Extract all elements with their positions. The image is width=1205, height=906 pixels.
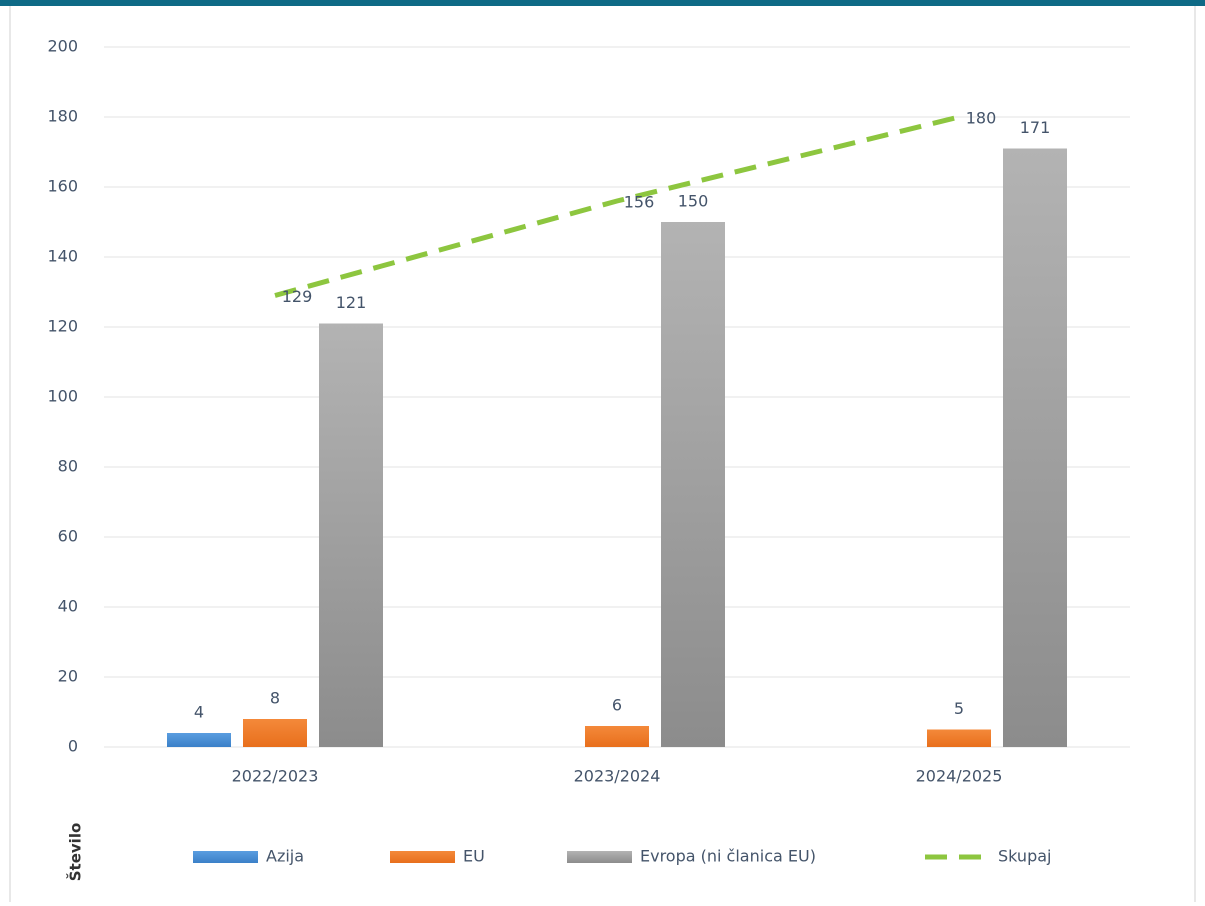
legend-label: Azija: [266, 847, 304, 866]
data-label: 4: [194, 703, 204, 722]
legend-swatch: [193, 851, 258, 863]
y-tick-label: 0: [68, 737, 78, 756]
data-label: 5: [954, 699, 964, 718]
bar: [243, 719, 307, 747]
bar: [319, 323, 383, 747]
bar: [585, 726, 649, 747]
header-bar: [0, 0, 1205, 6]
x-tick-label: 2023/2024: [574, 767, 661, 786]
data-label: 6: [612, 696, 622, 715]
y-tick-label: 180: [47, 107, 78, 126]
data-label: 156: [624, 193, 655, 212]
data-label: 8: [270, 689, 280, 708]
legend-label: EU: [463, 847, 485, 866]
legend-swatch: [567, 851, 632, 863]
legend-label: Skupaj: [998, 847, 1051, 866]
y-tick-label: 20: [58, 667, 78, 686]
bar: [927, 729, 991, 747]
data-label: 171: [1020, 118, 1051, 137]
data-label: 180: [966, 109, 997, 128]
y-tick-label: 100: [47, 387, 78, 406]
bar: [1003, 148, 1067, 747]
y-tick-label: 200: [47, 37, 78, 56]
y-tick-label: 60: [58, 527, 78, 546]
legend-label: Evropa (ni članica EU): [640, 847, 816, 866]
line-series: [274, 114, 960, 298]
data-label: 129: [282, 287, 313, 306]
y-tick-label: 120: [47, 317, 78, 336]
bar: [167, 733, 231, 747]
legend-swatch: [390, 851, 455, 863]
y-tick-label: 80: [58, 457, 78, 476]
y-tick-label: 140: [47, 247, 78, 266]
data-label: 150: [678, 192, 709, 211]
y-tick-label: 160: [47, 177, 78, 196]
x-tick-label: 2024/2025: [916, 767, 1003, 786]
y-tick-label: 40: [58, 597, 78, 616]
data-label: 121: [336, 293, 367, 312]
bar: [661, 222, 725, 747]
y-axis-label: Število: [66, 823, 85, 882]
x-tick-label: 2022/2023: [232, 767, 319, 786]
